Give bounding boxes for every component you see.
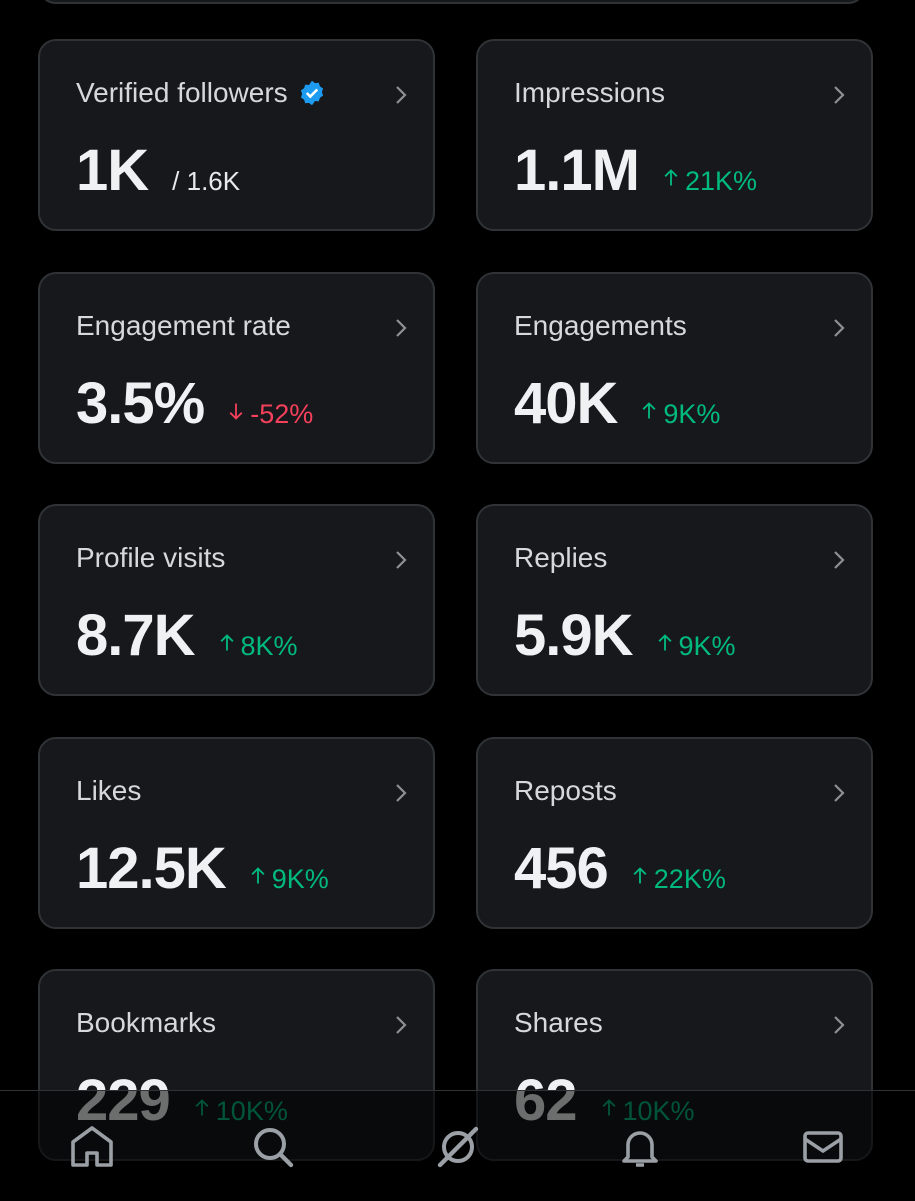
change-text: 9K% — [678, 631, 736, 661]
metric-value: 40K — [514, 370, 618, 436]
card-title-row: Verified followers — [76, 77, 326, 109]
value-row: 3.5% -52% — [76, 370, 313, 437]
chevron[interactable] — [389, 1011, 413, 1039]
trend-arrow — [229, 403, 243, 420]
metric-card[interactable]: Profile visits 8.7K 8K% — [38, 504, 435, 696]
value-row: 456 22K% — [514, 835, 726, 902]
metric-card[interactable]: Verified followers 1K / 1.6K — [38, 39, 435, 231]
chevron[interactable] — [827, 779, 851, 807]
grok-icon[interactable] — [434, 1123, 482, 1171]
metric-change: -52% — [226, 399, 313, 430]
card-title: Impressions — [514, 77, 665, 108]
change-text: 22K% — [653, 863, 726, 894]
value-row: 12.5K 9K% — [76, 835, 329, 902]
search-icon[interactable] — [249, 1123, 297, 1171]
card-title: Engagements — [514, 309, 687, 341]
metric-card[interactable]: Engagement rate 3.5% -52% — [38, 271, 435, 464]
change-text: -52% — [250, 398, 314, 429]
card-title: Verified followers — [76, 77, 288, 108]
trend-arrow — [642, 401, 656, 418]
card-title-row: Likes — [76, 775, 141, 807]
metric-change: 9K% — [639, 399, 720, 430]
metric-change: 9K% — [655, 631, 736, 662]
messages-icon[interactable] — [799, 1123, 847, 1171]
metric-card[interactable]: Impressions 1.1M 21K% — [476, 39, 873, 231]
metric-value: 5.9K — [514, 603, 634, 668]
metric-total: / 1.6K — [172, 166, 241, 196]
trend-arrow — [664, 169, 678, 186]
card-title-row: Engagement rate — [76, 310, 291, 342]
chevron[interactable] — [389, 314, 413, 342]
metric-value: 1.1M — [514, 138, 640, 203]
metric-value: 8.7K — [76, 603, 196, 668]
trend-arrow — [251, 866, 265, 883]
metric-card[interactable]: Replies 5.9K 9K% — [476, 504, 873, 696]
card-title-row: Profile visits — [76, 542, 225, 574]
chevron[interactable] — [827, 546, 851, 574]
value-row: 1.1M 21K% — [514, 137, 757, 204]
card-title-row: Impressions — [514, 77, 665, 109]
card-title-row: Reposts — [514, 775, 617, 807]
previous-card — [38, 0, 866, 4]
bottom-nav — [0, 1090, 915, 1201]
chevron[interactable] — [827, 81, 851, 109]
value-row: 1K / 1.6K — [76, 137, 240, 204]
value-row: 40K 9K% — [514, 370, 720, 437]
card-title: Shares — [514, 1007, 603, 1038]
card-title: Profile visits — [76, 542, 226, 573]
metric-card[interactable]: Engagements 40K 9K% — [476, 271, 873, 464]
value-row: 5.9K 9K% — [514, 602, 736, 669]
value-row: 8.7K 8K% — [76, 602, 298, 669]
change-text: 9K% — [663, 398, 721, 429]
metric-card[interactable]: Likes 12.5K 9K% — [38, 736, 435, 929]
chevron[interactable] — [389, 779, 413, 807]
trend-arrow — [633, 866, 647, 883]
metric-value: 12.5K — [76, 835, 227, 901]
change-text: 8K% — [240, 631, 298, 661]
card-title-row: Replies — [514, 542, 607, 574]
trend-arrow — [658, 634, 671, 651]
chevron[interactable] — [389, 546, 413, 574]
card-title-row: Bookmarks — [76, 1007, 216, 1039]
metric-change: 8K% — [217, 631, 298, 662]
card-title: Likes — [76, 774, 142, 806]
card-title: Reposts — [514, 774, 617, 806]
card-title-row: Engagements — [514, 310, 687, 342]
metric-value: 3.5% — [76, 370, 205, 436]
metric-change: 22K% — [630, 864, 726, 895]
notifications-icon[interactable] — [616, 1123, 664, 1171]
change-text: 21K% — [684, 166, 758, 196]
chevron[interactable] — [389, 81, 413, 109]
chevron[interactable] — [827, 314, 851, 342]
metric-card[interactable]: Reposts 456 22K% — [476, 736, 873, 929]
home-icon[interactable] — [68, 1123, 116, 1171]
card-title: Replies — [514, 542, 608, 573]
metric-change: 9K% — [248, 864, 329, 895]
card-title: Bookmarks — [76, 1007, 217, 1038]
trend-arrow — [220, 634, 233, 651]
change-text: 9K% — [271, 863, 329, 894]
metric-change: 21K% — [661, 166, 757, 197]
card-title-row: Shares — [514, 1007, 603, 1039]
verified-badge — [300, 80, 323, 106]
chevron[interactable] — [827, 1011, 851, 1039]
card-title: Engagement rate — [76, 309, 291, 341]
metric-value: 1K — [76, 138, 149, 203]
metric-value: 456 — [514, 835, 609, 901]
